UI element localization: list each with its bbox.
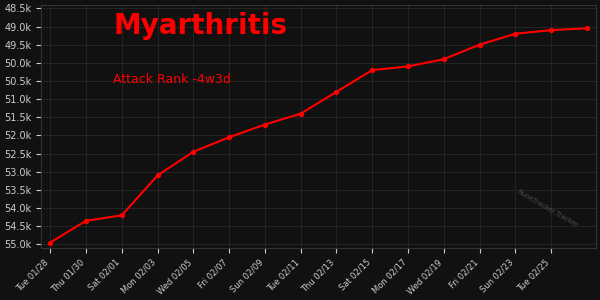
Point: [153, 173, 163, 178]
Point: [188, 149, 198, 154]
Point: [332, 89, 341, 94]
Point: [475, 42, 484, 47]
Text: Myarthritis: Myarthritis: [113, 12, 287, 40]
Point: [81, 218, 91, 223]
Point: [224, 135, 234, 140]
Point: [547, 28, 556, 32]
Point: [403, 64, 413, 69]
Point: [367, 68, 377, 73]
Point: [296, 111, 305, 116]
Text: Attack Rank -4w3d: Attack Rank -4w3d: [113, 73, 231, 86]
Text: RuneTracker.Tracker: RuneTracker.Tracker: [516, 188, 579, 229]
Point: [511, 32, 520, 36]
Point: [46, 240, 55, 245]
Point: [117, 213, 127, 218]
Point: [582, 26, 592, 31]
Point: [439, 57, 449, 62]
Point: [260, 122, 269, 127]
